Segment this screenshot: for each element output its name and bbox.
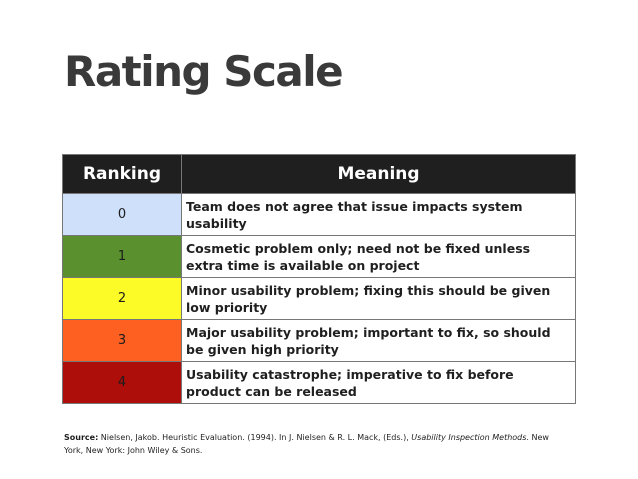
ranking-cell-0: 0 — [62, 193, 182, 236]
table-row: 3 Major usability problem; important to … — [62, 319, 576, 362]
ranking-cell-3: 3 — [62, 319, 182, 362]
table-header-row: Ranking Meaning — [62, 154, 576, 194]
meaning-cell-0: Team does not agree that issue impacts s… — [181, 193, 576, 236]
meaning-cell-3: Major usability problem; important to fi… — [181, 319, 576, 362]
rating-scale-table: Ranking Meaning 0 Team does not agree th… — [62, 154, 576, 404]
meaning-cell-4: Usability catastrophe; imperative to fix… — [181, 361, 576, 404]
table-row: 4 Usability catastrophe; imperative to f… — [62, 361, 576, 404]
source-text-before: Nielsen, Jakob. Heuristic Evaluation. (1… — [98, 433, 412, 442]
source-citation: Source: Nielsen, Jakob. Heuristic Evalua… — [64, 431, 564, 457]
ranking-cell-4: 4 — [62, 361, 182, 404]
meaning-cell-2: Minor usability problem; fixing this sho… — [181, 277, 576, 320]
table-row: 0 Team does not agree that issue impacts… — [62, 193, 576, 236]
source-book-title: Usability Inspection Methods — [411, 433, 527, 442]
source-label: Source: — [64, 433, 99, 442]
ranking-cell-2: 2 — [62, 277, 182, 320]
meaning-column-header: Meaning — [181, 154, 576, 194]
table-row: 2 Minor usability problem; fixing this s… — [62, 277, 576, 320]
ranking-column-header: Ranking — [62, 154, 182, 194]
slide-title: Rating Scale — [64, 47, 344, 96]
meaning-cell-1: Cosmetic problem only; need not be fixed… — [181, 235, 576, 278]
ranking-cell-1: 1 — [62, 235, 182, 278]
source-text-after: . New York, New York: John Wiley & Sons. — [64, 433, 549, 455]
table-row: 1 Cosmetic problem only; need not be fix… — [62, 235, 576, 278]
